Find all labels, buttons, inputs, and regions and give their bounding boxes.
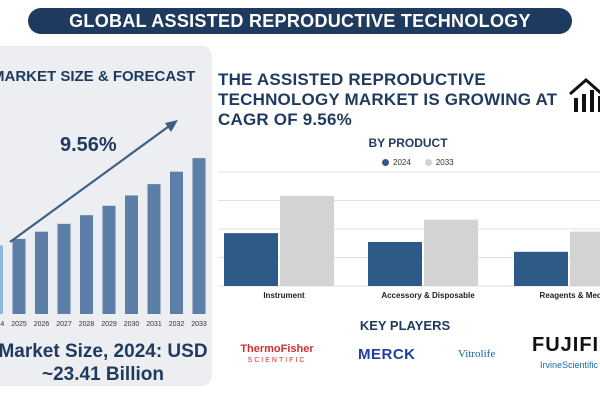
irvine-scientific-logo: IrvineScientific — [540, 360, 599, 370]
trend-arrow-head — [165, 120, 178, 132]
legend-label-2033: 2033 — [435, 158, 454, 167]
legend-item-2024: 2024 — [382, 158, 411, 167]
forecast-bar-2031 — [147, 184, 161, 314]
thermofisher-logo-main: ThermoFisher — [240, 343, 314, 355]
forecast-tick-2024: 2024 — [0, 321, 4, 328]
thermofisher-logo: ThermoFisher SCIENTIFIC — [238, 344, 316, 366]
trend-arrow-line — [9, 123, 173, 243]
forecast-bar-2025 — [12, 238, 26, 314]
forecast-tick-2031: 2031 — [146, 321, 162, 328]
legend-item-2033: 2033 — [424, 158, 454, 167]
merck-logo: MERCK — [358, 346, 416, 363]
cagr-label: 9.56% — [60, 134, 117, 156]
product-category-label: Accessory & Disposable — [381, 291, 475, 300]
forecast-bar-chart: 2024 2025 2026 2027 2028 2029 2030 2031 2032 2033 — [0, 120, 207, 328]
growth-heading: THE ASSISTED REPRODUCTIVE TECHNOLOGY MAR… — [218, 70, 558, 129]
key-players-heading: KEY PLAYERS — [359, 318, 451, 333]
forecast-tick-2025: 2025 — [11, 321, 27, 328]
market-size-heading: MARKET SIZE & FORECAST — [0, 68, 196, 85]
forecast-bar-2028 — [80, 215, 93, 314]
forecast-bar-2033 — [192, 158, 206, 314]
market-size-line2: ~23.41 Billion — [42, 364, 164, 385]
forecast-tick-2027: 2027 — [56, 321, 72, 328]
forecast-bar-2024 — [0, 245, 3, 314]
product-bar-2033-1 — [424, 219, 478, 286]
product-category-label: Instrument — [263, 291, 305, 300]
fujifilm-logo: FUJIFILM — [532, 334, 600, 356]
vitrolife-logo: Vitrolife — [458, 348, 496, 360]
product-bar-2033-0 — [280, 195, 334, 286]
product-category-label: Reagents & Media — [540, 291, 600, 300]
forecast-tick-2033: 2033 — [191, 321, 207, 328]
forecast-tick-2028: 2028 — [79, 321, 95, 328]
product-bar-2024-1 — [368, 241, 422, 286]
market-size-panel: MARKET SIZE & FORECAST 9.56% 20242025202… — [0, 46, 212, 386]
product-legend: 2024 2033 — [382, 158, 454, 167]
product-bar-2024-0 — [224, 233, 278, 286]
by-product-bar-chart: Instrument Accessory & Disposable Reagents… — [218, 171, 600, 300]
product-bar-2033-2 — [570, 231, 600, 286]
forecast-bar-2027 — [57, 223, 71, 314]
legend-label-2024: 2024 — [393, 158, 411, 167]
forecast-bar-2026 — [35, 231, 48, 314]
product-bar-2024-2 — [514, 251, 568, 286]
forecast-bar-2029 — [102, 205, 116, 314]
key-players-logos: ThermoFisher SCIENTIFIC MERCK Vitrolife … — [218, 330, 600, 384]
page-title: GLOBAL ASSISTED REPRODUCTIVE TECHNOLOGY … — [28, 8, 572, 57]
forecast-tick-2026: 2026 — [34, 321, 50, 328]
legend-swatch-2033 — [424, 159, 432, 167]
forecast-bar-2032 — [170, 171, 183, 314]
title-bar: GLOBAL ASSISTED REPRODUCTIVE TECHNOLOGY … — [0, 0, 600, 57]
forecast-tick-2029: 2029 — [101, 321, 117, 328]
forecast-bar-2030 — [125, 195, 138, 314]
forecast-tick-2032: 2032 — [169, 321, 185, 328]
market-size-text: Market Size, 2024: USD ~23.41 Billion — [0, 340, 212, 386]
thermofisher-logo-sub: SCIENTIFIC — [247, 357, 307, 364]
house-growth-icon — [569, 78, 600, 112]
forecast-tick-2030: 2030 — [124, 321, 140, 328]
legend-swatch-2024 — [382, 159, 389, 167]
by-product-heading: BY PRODUCT — [368, 136, 448, 150]
market-size-line1: Market Size, 2024: USD — [0, 341, 208, 362]
